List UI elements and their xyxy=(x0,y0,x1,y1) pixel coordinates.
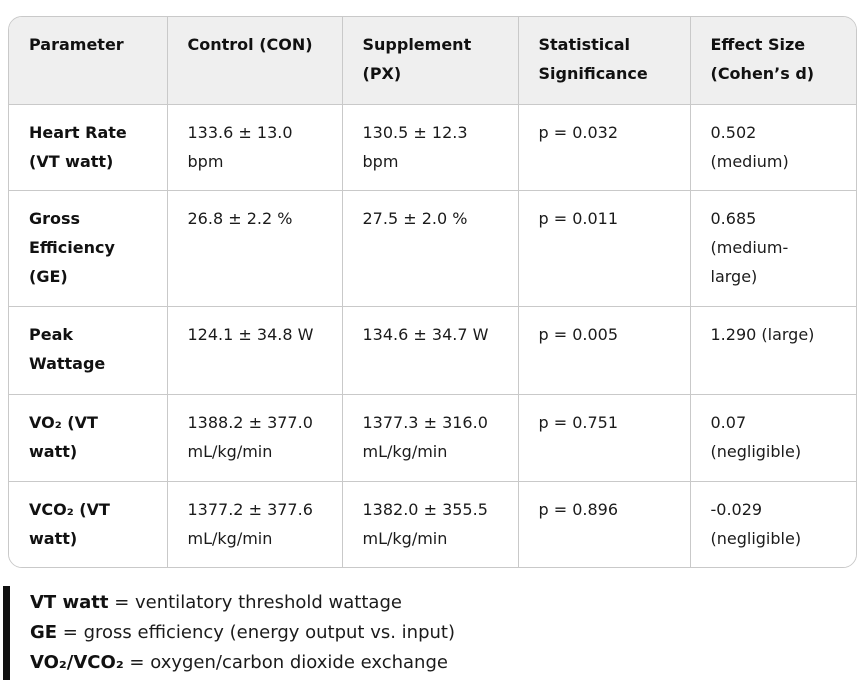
table-header: Parameter Control (CON) Supplement (PX) … xyxy=(9,17,856,105)
effect-size-cell: 0.502 (medium) xyxy=(690,104,856,191)
footnote-legend: VT watt = ventilatory threshold wattage … xyxy=(3,586,863,680)
parameter-cell: VO₂ (VT watt) xyxy=(9,394,168,482)
control-cell: 124.1 ± 34.8 W xyxy=(167,306,343,395)
table-row: VCO₂ (VT watt) 1377.2 ± 377.6 mL/kg/min … xyxy=(9,481,856,567)
table-row: VO₂ (VT watt) 1388.2 ± 377.0 mL/kg/min 1… xyxy=(9,394,856,482)
footnote-term: GE xyxy=(30,622,58,643)
footnote-line: VO₂/VCO₂ = oxygen/carbon dioxide exchang… xyxy=(30,648,863,678)
table-body: Heart Rate (VT watt) 133.6 ± 13.0 bpm 13… xyxy=(9,104,856,567)
footnote-definition: = ventilatory threshold wattage xyxy=(108,592,402,613)
significance-cell: p = 0.896 xyxy=(518,481,691,567)
table-row: Peak Wattage 124.1 ± 34.8 W 134.6 ± 34.7… xyxy=(9,306,856,395)
footnote-term: VO₂/VCO₂ xyxy=(30,652,124,673)
effect-size-cell: 1.290 (large) xyxy=(690,306,856,395)
header-supplement: Supplement (PX) xyxy=(342,17,519,105)
header-row: Parameter Control (CON) Supplement (PX) … xyxy=(9,17,856,105)
table-row: Gross Efficiency (GE) 26.8 ± 2.2 % 27.5 … xyxy=(9,190,856,307)
parameter-cell: VCO₂ (VT watt) xyxy=(9,481,168,567)
footnote-line: VT watt = ventilatory threshold wattage xyxy=(30,588,863,618)
header-significance: Statistical Significance xyxy=(518,17,691,105)
significance-cell: p = 0.005 xyxy=(518,306,691,395)
supplement-cell: 134.6 ± 34.7 W xyxy=(342,306,519,395)
supplement-cell: 1377.3 ± 316.0 mL/kg/min xyxy=(342,394,519,482)
results-table-container: Parameter Control (CON) Supplement (PX) … xyxy=(8,16,857,568)
footnote-term: VT watt xyxy=(30,592,109,613)
supplement-cell: 1382.0 ± 355.5 mL/kg/min xyxy=(342,481,519,567)
parameter-cell: Gross Efficiency (GE) xyxy=(9,190,168,307)
footnote-definition: = oxygen/carbon dioxide exchange xyxy=(123,652,448,673)
supplement-cell: 27.5 ± 2.0 % xyxy=(342,190,519,307)
control-cell: 1377.2 ± 377.6 mL/kg/min xyxy=(167,481,343,567)
header-effect-size: Effect Size (Cohen’s d) xyxy=(690,17,856,105)
header-control: Control (CON) xyxy=(167,17,343,105)
supplement-cell: 130.5 ± 12.3 bpm xyxy=(342,104,519,191)
significance-cell: p = 0.032 xyxy=(518,104,691,191)
significance-cell: p = 0.751 xyxy=(518,394,691,482)
header-parameter: Parameter xyxy=(9,17,168,105)
control-cell: 1388.2 ± 377.0 mL/kg/min xyxy=(167,394,343,482)
table-row: Heart Rate (VT watt) 133.6 ± 13.0 bpm 13… xyxy=(9,104,856,191)
results-table: Parameter Control (CON) Supplement (PX) … xyxy=(9,17,856,567)
footnote-definition: = gross efficiency (energy output vs. in… xyxy=(57,622,456,643)
control-cell: 26.8 ± 2.2 % xyxy=(167,190,343,307)
parameter-cell: Heart Rate (VT watt) xyxy=(9,104,168,191)
significance-cell: p = 0.011 xyxy=(518,190,691,307)
parameter-cell: Peak Wattage xyxy=(9,306,168,395)
footnote-line: GE = gross efficiency (energy output vs.… xyxy=(30,618,863,648)
control-cell: 133.6 ± 13.0 bpm xyxy=(167,104,343,191)
effect-size-cell: -0.029 (negligible) xyxy=(690,481,856,567)
effect-size-cell: 0.07 (negligible) xyxy=(690,394,856,482)
effect-size-cell: 0.685 (medium-large) xyxy=(690,190,856,307)
